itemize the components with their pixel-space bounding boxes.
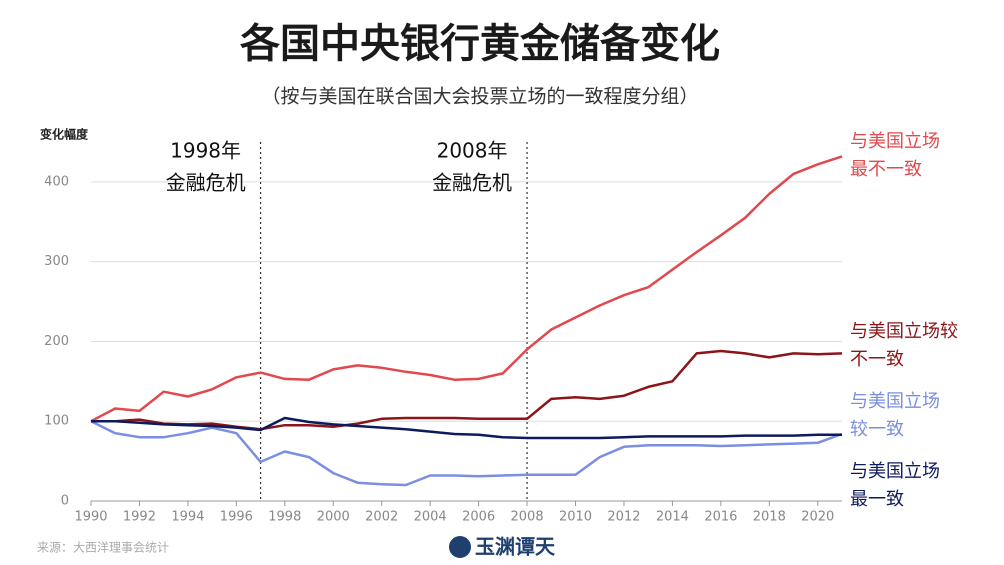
source: 来源：大西洋理事会统计 [37,540,169,555]
y-tick-label: 0 [61,494,69,509]
annotation: 金融危机 [432,171,512,195]
x-tick-label: 2000 [317,510,350,525]
x-tick-label: 2014 [656,510,689,525]
x-tick-label: 2010 [559,510,592,525]
annotation: 2008年 [437,139,508,163]
y-tick-label: 100 [44,414,69,429]
x-tick-label: 2018 [753,510,786,525]
series-line [90,420,843,487]
chart-subtitle: （按与美国在联合国大会投票立场的一致程度分组） [261,86,698,108]
x-tick-label: 1992 [123,510,156,525]
x-tick-label: 2012 [607,510,640,525]
x-tick-label: 1990 [74,510,107,525]
x-tick-label: 2004 [414,510,447,525]
x-tick-label: 1996 [220,510,253,525]
x-tick-label: 1998 [268,510,301,525]
x-tick-label: 2008 [511,510,544,525]
legend-label: 与美国立场较一致 [850,391,940,440]
legend-label: 与美国立场较不一致 [850,321,958,370]
x-tick-label: 2020 [801,510,834,525]
series-line [91,416,842,440]
y-axis-label: 变化幅度 [40,127,89,142]
y-tick-label: 300 [44,254,69,269]
x-tick-label: 2006 [462,510,495,525]
x-tick-label: 2016 [704,510,737,525]
series-line [90,155,843,423]
legend-label: 与美国立场最不一致 [850,131,940,180]
annotation: 金融危机 [166,171,246,195]
y-tick-label: 400 [44,174,69,189]
annotation: 1998年 [170,139,241,163]
legend-label: 与美国立场最一致 [850,461,940,510]
logo: 玉渊谭天 [475,535,556,559]
series-line [91,349,843,431]
x-tick-label: 2002 [365,510,398,525]
y-tick-label: 200 [44,334,69,349]
logo-icon [449,536,471,558]
x-tick-label: 1994 [171,510,204,525]
chart-title: 各国中央银行黄金储备变化 [240,21,720,67]
